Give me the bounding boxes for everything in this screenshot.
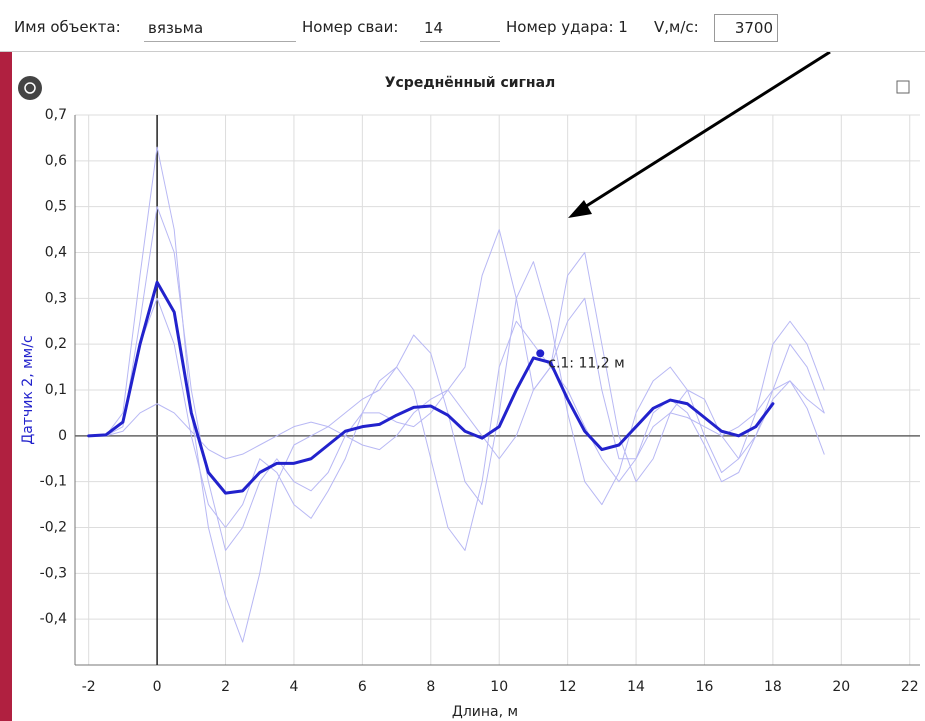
text-field[interactable]: 14 <box>420 14 500 42</box>
annotation-label: с.1: 11,2 м <box>548 355 624 371</box>
annotation-marker <box>536 349 545 358</box>
x-tick-label: 12 <box>559 679 577 695</box>
x-tick-label: 20 <box>832 679 850 695</box>
chart-panel <box>12 52 925 721</box>
x-tick-label: 8 <box>426 679 435 695</box>
x-tick-label: 22 <box>901 679 919 695</box>
label: Номер удара: 1 <box>506 18 628 36</box>
background-strip <box>0 52 12 721</box>
y-axis-label: Датчик 2, мм/с <box>20 335 36 444</box>
series-line <box>88 146 825 643</box>
x-tick-label: 6 <box>358 679 367 695</box>
y-tick-label: 0,2 <box>45 336 67 352</box>
y-tick-label: 0,4 <box>45 245 67 261</box>
y-tick-label: 0,6 <box>45 153 67 169</box>
y-tick-label: 0 <box>58 428 67 444</box>
reset-button[interactable] <box>18 76 42 100</box>
series-line <box>88 297 825 551</box>
text-field[interactable]: вязьма <box>144 14 296 42</box>
y-tick-label: -0,4 <box>40 611 67 627</box>
toolbar: Имя объекта: вязьма Номер сваи: 14 Номер… <box>0 0 925 52</box>
y-tick-label: -0,3 <box>40 565 67 581</box>
arrow-head <box>568 200 592 218</box>
label: V,м/с: <box>654 18 699 36</box>
y-tick-label: 0,1 <box>45 382 67 398</box>
x-tick-label: 14 <box>627 679 645 695</box>
arrow <box>579 52 831 212</box>
y-tick-label: 0,7 <box>45 107 67 123</box>
x-tick-label: -2 <box>82 679 96 695</box>
y-tick-label: 0,5 <box>45 199 67 215</box>
x-tick-label: 0 <box>153 679 162 695</box>
chart: Усреднённый сигнал Длина, м Датчик 2, мм… <box>0 52 925 721</box>
y-tick-label: 0,3 <box>45 290 67 306</box>
label: Номер сваи: <box>302 18 399 36</box>
y-tick-label: -0,1 <box>40 474 67 490</box>
y-tick-label: -0,2 <box>40 520 67 536</box>
label: Имя объекта: <box>14 18 121 36</box>
series-line <box>87 280 775 495</box>
reset-icon <box>24 82 36 94</box>
series-line <box>88 366 825 483</box>
x-axis-label: Длина, м <box>452 704 518 720</box>
x-tick-label: 4 <box>289 679 298 695</box>
spin-field[interactable]: 3700 <box>714 14 778 42</box>
x-tick-label: 18 <box>764 679 782 695</box>
x-tick-label: 16 <box>696 679 714 695</box>
export-button[interactable] <box>896 80 910 94</box>
chart-title: Усреднённый сигнал <box>385 75 556 91</box>
x-tick-label: 2 <box>221 679 230 695</box>
series-line <box>88 206 825 551</box>
x-tick-label: 10 <box>490 679 508 695</box>
